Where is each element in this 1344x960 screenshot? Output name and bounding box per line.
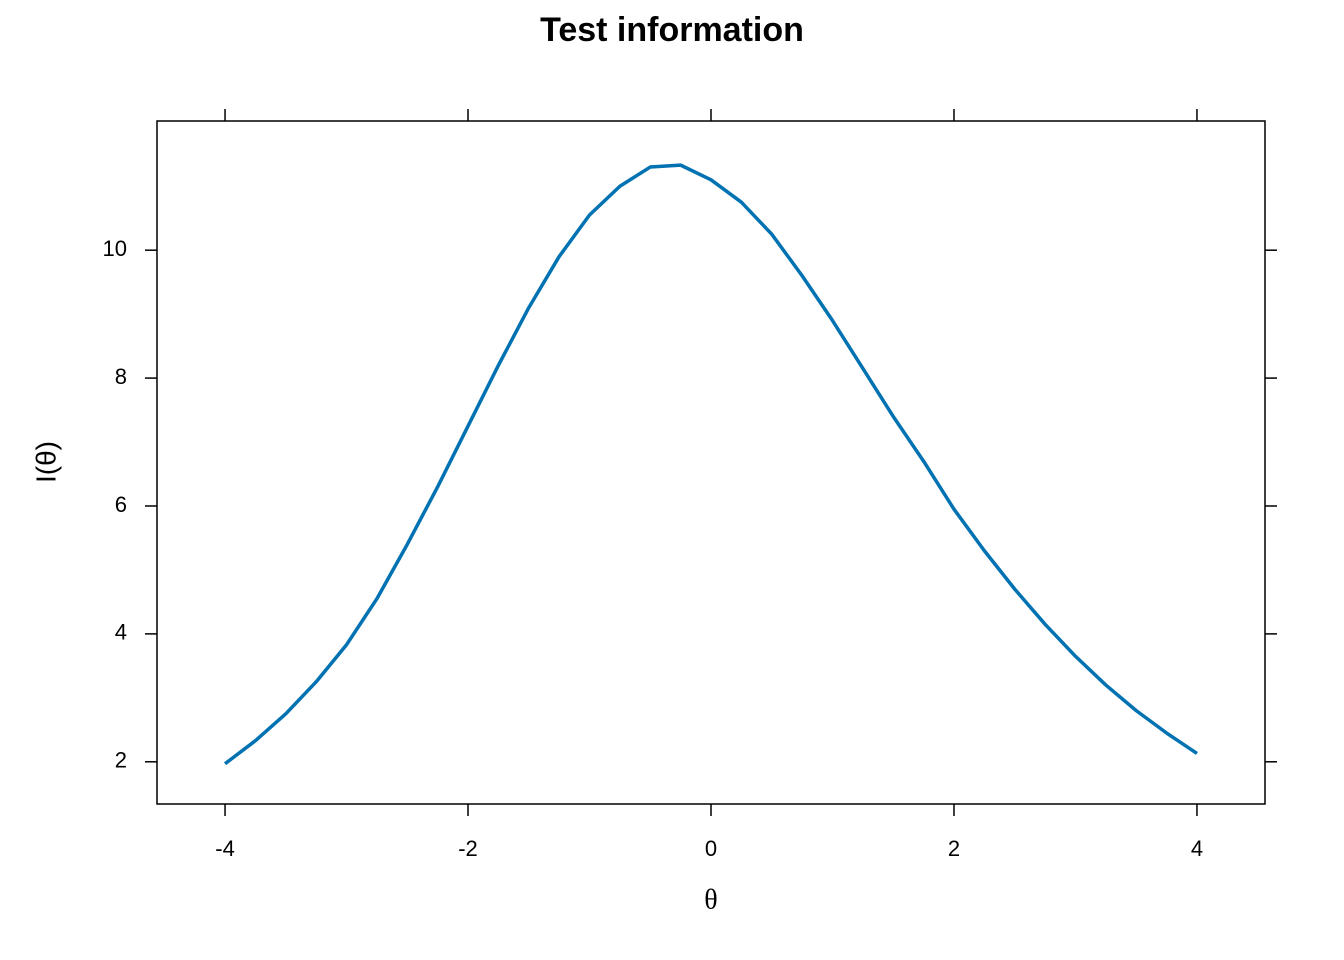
y-axis-label: I(θ) — [30, 441, 61, 483]
y-tick-label: 10 — [103, 236, 127, 261]
y-tick-label: 2 — [115, 748, 127, 773]
x-tick-label: -2 — [458, 836, 478, 861]
y-tick-label: 6 — [115, 492, 127, 517]
x-tick-label: 2 — [948, 836, 960, 861]
line — [223, 163, 1198, 766]
chart-title: Test information — [540, 11, 804, 49]
y-tick-label: 4 — [115, 620, 127, 645]
panel — [156, 120, 1266, 805]
x-axis-label: θ — [704, 884, 717, 915]
y-tick-label: 8 — [115, 364, 127, 389]
x-tick-label: 0 — [705, 836, 717, 861]
x-tick-label: -4 — [215, 836, 235, 861]
x-tick-label: 4 — [1191, 836, 1203, 861]
